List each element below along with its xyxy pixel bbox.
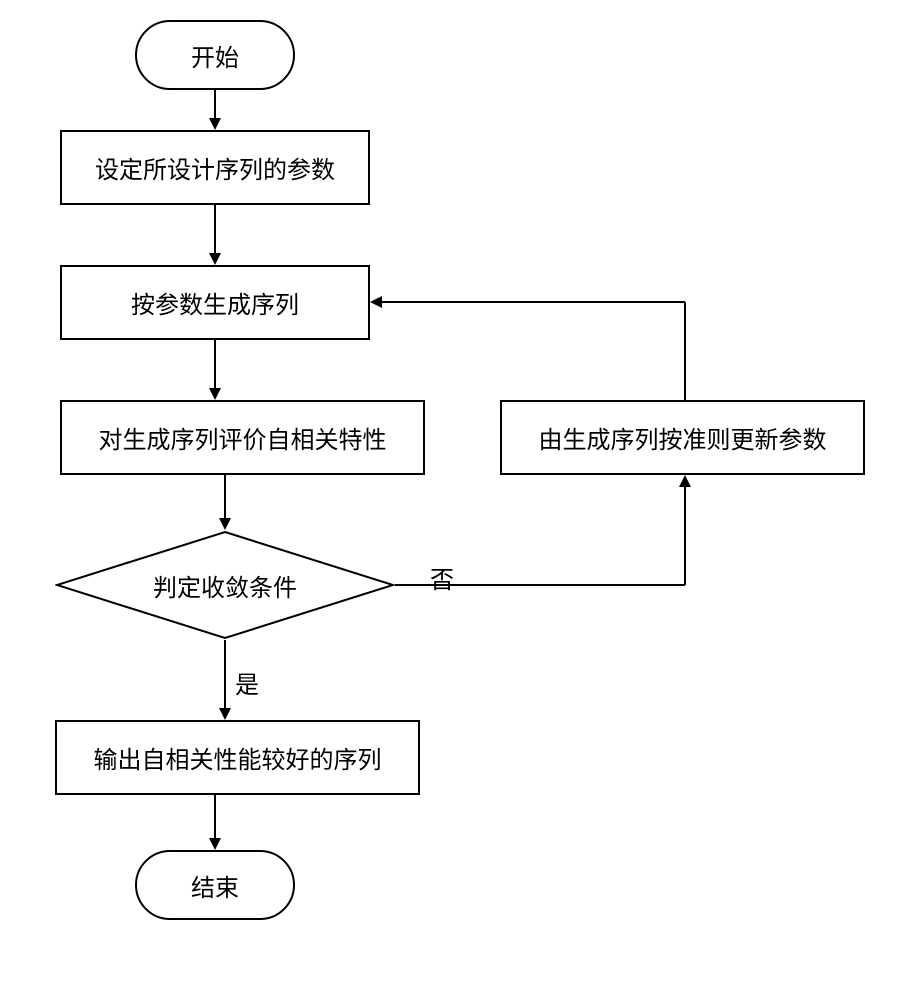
node-update: 由生成序列按准则更新参数: [500, 400, 865, 475]
node-step2: 按参数生成序列: [60, 265, 370, 340]
node-step3-label: 对生成序列评价自相关特性: [99, 420, 387, 455]
node-step4-label: 输出自相关性能较好的序列: [94, 740, 382, 775]
edge-step1-step2: [205, 205, 225, 265]
node-step2-label: 按参数生成序列: [131, 285, 299, 320]
edge-start-step1: [205, 90, 225, 130]
node-step1: 设定所设计序列的参数: [60, 130, 370, 205]
node-update-label: 由生成序列按准则更新参数: [539, 420, 827, 455]
edge-update-step2: [370, 292, 690, 402]
node-decision-label: 判定收敛条件: [153, 568, 297, 603]
node-step4: 输出自相关性能较好的序列: [55, 720, 420, 795]
node-start-label: 开始: [191, 38, 239, 73]
node-start: 开始: [135, 20, 295, 90]
edge-decision-step4: [215, 640, 235, 720]
node-step1-label: 设定所设计序列的参数: [95, 150, 335, 185]
flowchart-canvas: 开始 设定所设计序列的参数 按参数生成序列 对生成序列评价自相关特性 由生成序列…: [0, 0, 917, 1000]
node-end-label: 结束: [191, 868, 239, 903]
node-step3: 对生成序列评价自相关特性: [60, 400, 425, 475]
node-decision: 判定收敛条件: [55, 530, 395, 640]
node-end: 结束: [135, 850, 295, 920]
edge-label-yes: 是: [235, 665, 259, 700]
edge-step3-decision: [215, 475, 235, 530]
edge-step4-end: [205, 795, 225, 850]
edge-label-no: 否: [430, 560, 454, 595]
edge-step2-step3: [205, 340, 225, 400]
